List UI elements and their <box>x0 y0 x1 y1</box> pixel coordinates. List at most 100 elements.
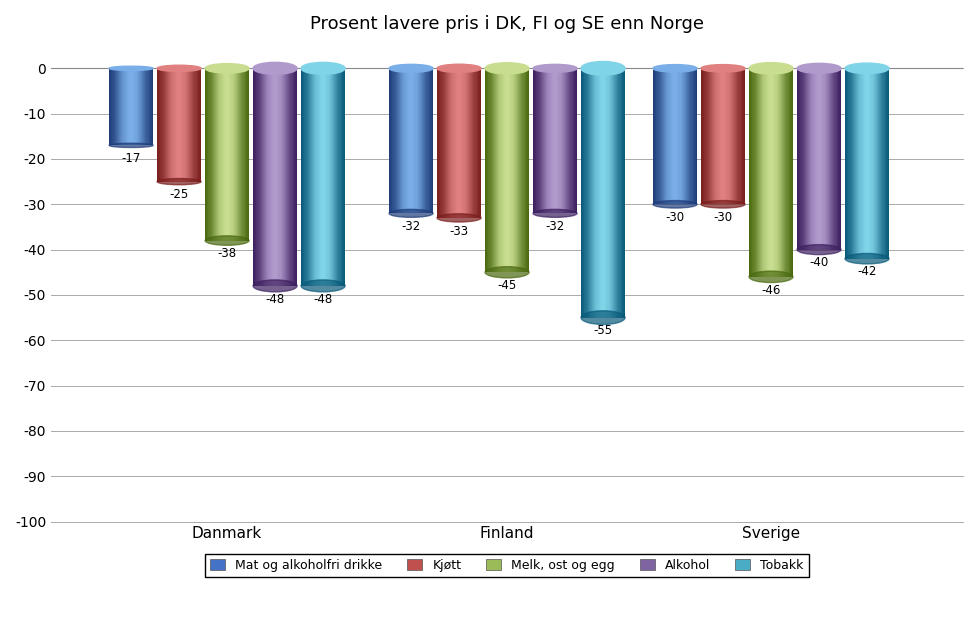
Bar <box>725 68 726 204</box>
Ellipse shape <box>485 266 529 278</box>
Bar <box>244 68 245 240</box>
Bar <box>217 68 218 240</box>
Bar <box>813 68 814 250</box>
Bar <box>828 68 829 250</box>
Bar <box>131 68 132 146</box>
Bar <box>453 68 454 218</box>
Title: Prosent lavere pris i DK, FI og SE enn Norge: Prosent lavere pris i DK, FI og SE enn N… <box>310 15 703 33</box>
Bar <box>341 68 343 286</box>
Bar <box>182 68 184 181</box>
Bar <box>817 68 818 250</box>
Bar <box>676 68 678 204</box>
Bar <box>835 68 837 250</box>
Bar <box>415 68 416 213</box>
Bar <box>257 68 258 286</box>
Bar <box>729 68 730 204</box>
Bar <box>397 68 398 213</box>
Bar <box>535 68 537 213</box>
Bar <box>662 68 663 204</box>
Bar <box>825 68 826 250</box>
Bar <box>229 68 231 240</box>
Bar <box>769 68 770 277</box>
Bar <box>705 68 707 204</box>
Bar <box>113 68 114 146</box>
Bar <box>335 68 336 286</box>
Bar <box>517 68 518 272</box>
Bar <box>522 68 523 272</box>
Bar <box>780 68 782 277</box>
Text: -30: -30 <box>713 211 732 224</box>
Text: -38: -38 <box>217 247 236 260</box>
Bar <box>703 68 704 204</box>
Bar <box>802 68 803 250</box>
Bar <box>618 68 620 318</box>
Bar <box>127 68 128 146</box>
Bar <box>253 68 254 286</box>
Bar <box>451 68 452 218</box>
Bar <box>774 68 775 277</box>
Bar <box>524 68 526 272</box>
Bar <box>869 68 870 259</box>
Ellipse shape <box>580 311 624 325</box>
Text: -33: -33 <box>449 225 468 238</box>
Bar <box>128 68 129 146</box>
Bar <box>109 68 110 146</box>
Text: -42: -42 <box>857 265 875 279</box>
Bar <box>192 68 193 181</box>
Bar <box>521 68 522 272</box>
Bar <box>862 68 863 259</box>
Bar <box>861 68 862 259</box>
Bar <box>449 68 451 218</box>
Bar <box>812 68 813 250</box>
Ellipse shape <box>109 143 153 148</box>
Bar <box>205 68 206 240</box>
Bar <box>658 68 660 204</box>
Bar <box>129 68 130 146</box>
Bar <box>269 68 270 286</box>
Bar <box>185 68 186 181</box>
Bar <box>218 68 219 240</box>
Bar <box>716 68 717 204</box>
Bar <box>273 68 274 286</box>
Bar <box>607 68 608 318</box>
Bar <box>785 68 786 277</box>
Bar <box>543 68 544 213</box>
Ellipse shape <box>389 65 433 72</box>
Text: -25: -25 <box>169 189 189 201</box>
Bar <box>797 68 798 250</box>
Ellipse shape <box>109 66 153 70</box>
Bar <box>760 68 761 277</box>
Bar <box>329 68 330 286</box>
Ellipse shape <box>844 254 888 264</box>
Bar <box>679 68 680 204</box>
Bar <box>588 68 589 318</box>
Bar <box>311 68 312 286</box>
Bar <box>661 68 662 204</box>
Bar <box>876 68 877 259</box>
Text: -30: -30 <box>664 211 684 224</box>
Bar <box>776 68 777 277</box>
Bar <box>213 68 214 240</box>
Bar <box>428 68 429 213</box>
Bar <box>286 68 287 286</box>
Bar <box>246 68 248 240</box>
Text: -55: -55 <box>593 325 612 337</box>
Bar <box>569 68 570 213</box>
Bar <box>815 68 816 250</box>
Bar <box>871 68 872 259</box>
Bar <box>256 68 257 286</box>
Ellipse shape <box>253 280 297 292</box>
Bar <box>445 68 446 218</box>
Bar <box>181 68 182 181</box>
Text: -40: -40 <box>809 256 828 270</box>
Bar <box>823 68 824 250</box>
Bar <box>344 68 345 286</box>
Bar <box>818 68 820 250</box>
Bar <box>806 68 807 250</box>
Bar <box>506 68 508 272</box>
Bar <box>504 68 505 272</box>
Bar <box>532 68 533 213</box>
Bar <box>753 68 755 277</box>
Bar <box>771 68 773 277</box>
Bar <box>609 68 610 318</box>
